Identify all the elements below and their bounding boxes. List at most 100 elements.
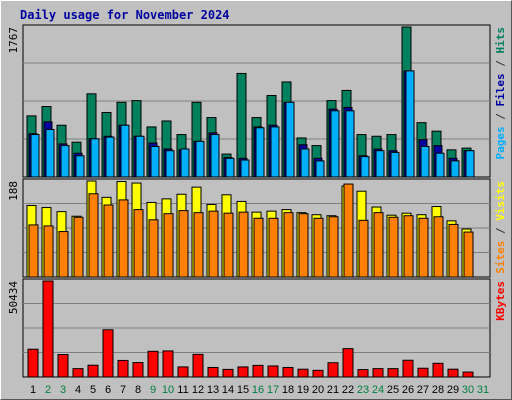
day-label-10: 10 [162, 384, 174, 396]
bar-kbytes-day-26 [402, 359, 414, 378]
y-max-label: 1767 [7, 27, 20, 54]
y-max-label: 188 [7, 181, 20, 201]
y-max-label: 50434 [7, 281, 20, 314]
bar-sites-day-9 [148, 219, 159, 278]
day-label-13: 13 [207, 384, 219, 396]
bar-pages-day-1 [30, 134, 40, 178]
bar-kbytes-day-24 [372, 368, 384, 378]
series-legend-label: Pages / Files / Hits [494, 27, 507, 160]
day-label-17: 17 [267, 384, 279, 396]
bar-sites-day-11 [178, 210, 189, 278]
bar-kbytes-day-6 [102, 329, 114, 378]
series-legend-label: Sites / Visits [494, 181, 507, 274]
bar-kbytes-day-9 [147, 350, 159, 378]
day-label-18: 18 [282, 384, 294, 396]
day-label-2: 2 [45, 384, 51, 396]
day-label-27: 27 [417, 384, 429, 396]
bar-pages-day-26 [405, 70, 415, 178]
bar-kbytes-day-17 [267, 365, 279, 378]
bar-pages-day-13 [210, 134, 220, 178]
bar-pages-day-22 [345, 110, 355, 178]
day-label-3: 3 [60, 384, 66, 396]
bar-sites-day-18 [283, 212, 294, 278]
bar-pages-day-2 [45, 128, 55, 178]
panel-hits-files-pages: 1767 Pages / Files / Hits [7, 24, 507, 178]
bar-kbytes-day-2 [42, 280, 54, 378]
day-label-19: 19 [297, 384, 309, 396]
day-label-1: 1 [30, 384, 36, 396]
day-label-14: 14 [222, 384, 234, 396]
bar-sites-day-5 [88, 193, 99, 278]
bar-sites-day-28 [433, 216, 444, 278]
bar-sites-day-15 [238, 211, 249, 278]
day-label-22: 22 [342, 384, 354, 396]
bar-sites-day-4 [73, 216, 84, 278]
bar-sites-day-16 [253, 217, 264, 278]
bar-sites-day-7 [118, 199, 129, 278]
legend-part: KBytes [494, 281, 507, 321]
bar-kbytes-day-7 [117, 359, 129, 378]
bar-pages-day-9 [150, 145, 160, 178]
day-label-6: 6 [105, 384, 111, 396]
bar-sites-day-29 [448, 223, 459, 278]
bar-kbytes-day-10 [162, 350, 174, 378]
legend-part: / [494, 54, 507, 74]
bar-kbytes-day-28 [432, 362, 444, 378]
bar-kbytes-day-21 [327, 362, 339, 378]
bar-kbytes-day-11 [177, 366, 189, 378]
day-axis-labels: 1 2 3 4 5 6 7 8 9 10 11 12 13 14 15 16 17 18 19 20 21 22 23 24 2… [30, 384, 489, 396]
bar-pages-day-18 [285, 101, 295, 178]
bar-pages-day-27 [420, 145, 430, 178]
day-label-21: 21 [327, 384, 339, 396]
day-label-30: 30 [462, 384, 474, 396]
bar-kbytes-day-18 [282, 366, 294, 378]
bar-pages-day-14 [225, 157, 235, 178]
bar-kbytes-day-27 [417, 367, 429, 378]
bar-sites-day-19 [298, 213, 309, 278]
legend-part: Hits [494, 27, 507, 54]
bar-kbytes-day-23 [357, 369, 369, 378]
bar-kbytes-day-25 [387, 368, 399, 378]
day-label-23: 23 [357, 384, 369, 396]
bar-kbytes-day-20 [312, 369, 324, 378]
bar-pages-day-17 [270, 126, 280, 178]
legend-part: Files [494, 73, 507, 106]
bar-kbytes-day-29 [447, 368, 459, 378]
bar-pages-day-4 [75, 155, 85, 178]
bar-kbytes-day-13 [207, 366, 219, 378]
bar-pages-day-23 [360, 156, 370, 178]
legend-part: / [494, 221, 507, 241]
legend-part: / [494, 107, 507, 127]
bar-pages-day-29 [450, 160, 460, 178]
day-label-24: 24 [372, 384, 384, 396]
day-label-20: 20 [312, 384, 324, 396]
bar-pages-day-3 [60, 145, 70, 178]
legend-part: Sites [494, 241, 507, 274]
day-label-7: 7 [120, 384, 126, 396]
day-label-16: 16 [252, 384, 264, 396]
legend-part: Pages [494, 126, 507, 159]
day-label-12: 12 [192, 384, 204, 396]
bar-pages-day-11 [180, 148, 190, 178]
day-label-9: 9 [150, 384, 156, 396]
day-label-25: 25 [387, 384, 399, 396]
day-label-31: 31 [477, 384, 489, 396]
bar-sites-day-20 [313, 217, 324, 278]
day-label-29: 29 [447, 384, 459, 396]
bar-kbytes-day-5 [87, 364, 99, 378]
bar-sites-day-24 [373, 212, 384, 278]
bar-kbytes-day-19 [297, 368, 309, 378]
bar-kbytes-day-4 [72, 368, 84, 378]
bar-sites-day-14 [223, 212, 234, 278]
bar-kbytes-day-12 [192, 353, 204, 378]
bar-sites-day-10 [163, 213, 174, 278]
bar-sites-day-8 [133, 209, 144, 278]
day-label-8: 8 [135, 384, 141, 396]
day-label-5: 5 [90, 384, 96, 396]
bar-pages-day-6 [105, 136, 115, 178]
bar-sites-day-2 [43, 225, 54, 278]
bar-pages-day-12 [195, 140, 205, 178]
bar-pages-day-19 [300, 148, 310, 178]
chart-panels: 1767 Pages / Files / Hits 188 Sites / Visit… [7, 24, 507, 378]
